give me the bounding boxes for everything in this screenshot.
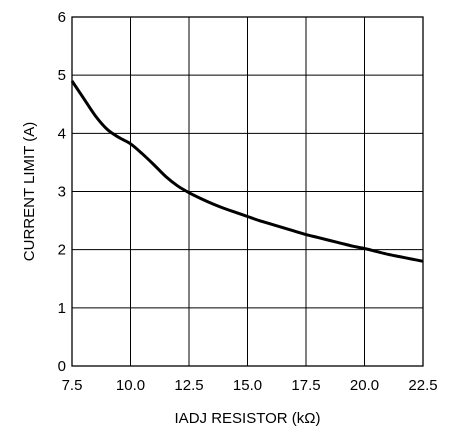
x-tick-label: 12.5 [174, 377, 203, 394]
x-axis-title: IADJ RESISTOR (kΩ) [175, 410, 321, 427]
y-tick-label: 3 [58, 184, 66, 201]
y-axis-tick-labels: 0 1 2 3 4 5 6 [58, 9, 66, 375]
y-tick-label: 2 [58, 242, 66, 259]
y-tick-label: 4 [58, 125, 66, 142]
x-tick-label: 20.0 [350, 377, 379, 394]
y-tick-label: 6 [58, 9, 66, 26]
y-tick-label: 5 [58, 67, 66, 84]
grid-lines [72, 17, 423, 366]
x-tick-label: 10.0 [116, 377, 145, 394]
x-tick-label: 22.5 [408, 377, 437, 394]
x-tick-label: 17.5 [291, 377, 320, 394]
plot-frame [71, 16, 424, 367]
x-tick-label: 15.0 [233, 377, 262, 394]
series-layer [70, 80, 424, 263]
y-tick-label: 1 [58, 300, 66, 317]
current-limit-curve [70, 80, 424, 263]
y-axis-title: CURRENT LIMIT (A) [21, 122, 38, 261]
y-tick-label: 0 [58, 358, 66, 375]
x-tick-label: 7.5 [62, 377, 83, 394]
x-axis-tick-labels: 7.5 10.0 12.5 15.0 17.5 20.0 22.5 [62, 377, 438, 394]
